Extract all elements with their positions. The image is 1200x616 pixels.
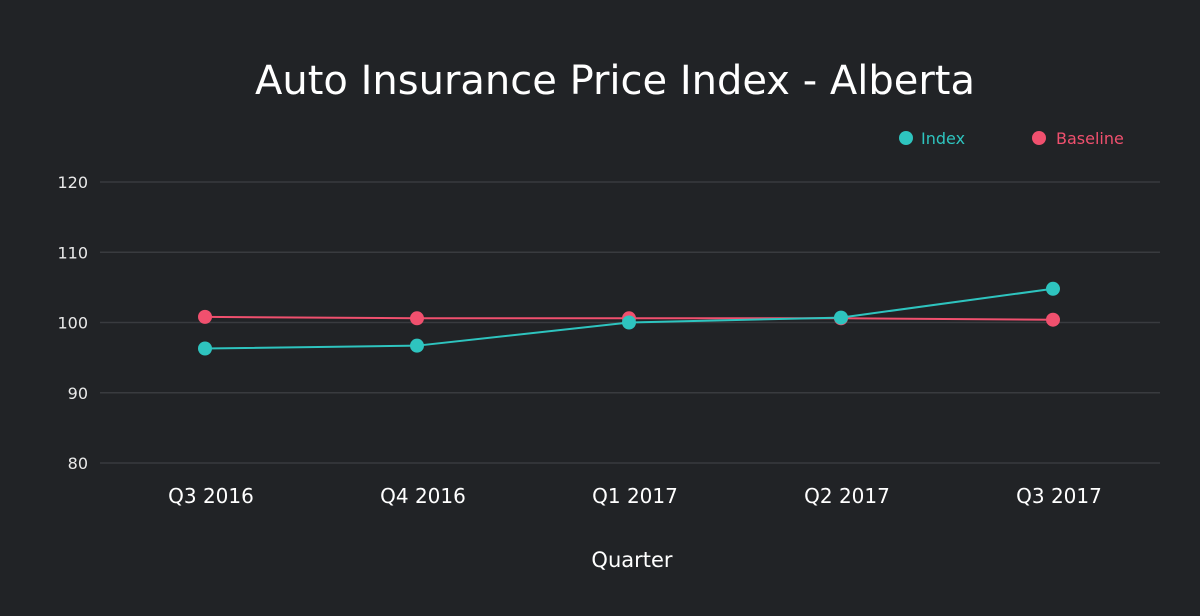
legend-marker <box>899 131 913 145</box>
x-tick-label: Q3 2017 <box>1016 484 1102 508</box>
x-tick-label: Q4 2016 <box>380 484 466 508</box>
data-point[interactable] <box>198 309 212 324</box>
x-tick-label: Q1 2017 <box>592 484 678 508</box>
y-tick-label: 100 <box>57 314 88 333</box>
legend-label: Baseline <box>1056 129 1124 148</box>
x-axis-title: Quarter <box>591 548 672 572</box>
legend-item-baseline[interactable]: Baseline <box>1032 129 1124 148</box>
data-point[interactable] <box>410 338 424 353</box>
y-axis: 80 90 100 110 120 <box>57 173 88 473</box>
data-point[interactable] <box>622 315 636 330</box>
y-tick-label: 80 <box>68 454 88 473</box>
y-tick-label: 110 <box>57 243 88 262</box>
data-point[interactable] <box>834 310 848 325</box>
legend-item-index[interactable]: Index <box>899 129 965 148</box>
legend: Index Baseline <box>899 129 1124 148</box>
y-tick-label: 120 <box>57 173 88 192</box>
data-point[interactable] <box>198 341 212 356</box>
legend-label: Index <box>921 129 965 148</box>
y-tick-label: 90 <box>68 384 88 403</box>
x-tick-label: Q3 2016 <box>168 484 254 508</box>
chart-title: Auto Insurance Price Index - Alberta <box>255 58 975 104</box>
data-point[interactable] <box>1046 281 1060 296</box>
data-point[interactable] <box>1046 312 1060 327</box>
series-index <box>198 281 1060 356</box>
plot-area <box>198 281 1060 356</box>
data-point[interactable] <box>410 311 424 326</box>
legend-marker <box>1032 131 1046 145</box>
x-axis: Q3 2016 Q4 2016 Q1 2017 Q2 2017 Q3 2017 <box>168 484 1102 508</box>
x-tick-label: Q2 2017 <box>804 484 890 508</box>
